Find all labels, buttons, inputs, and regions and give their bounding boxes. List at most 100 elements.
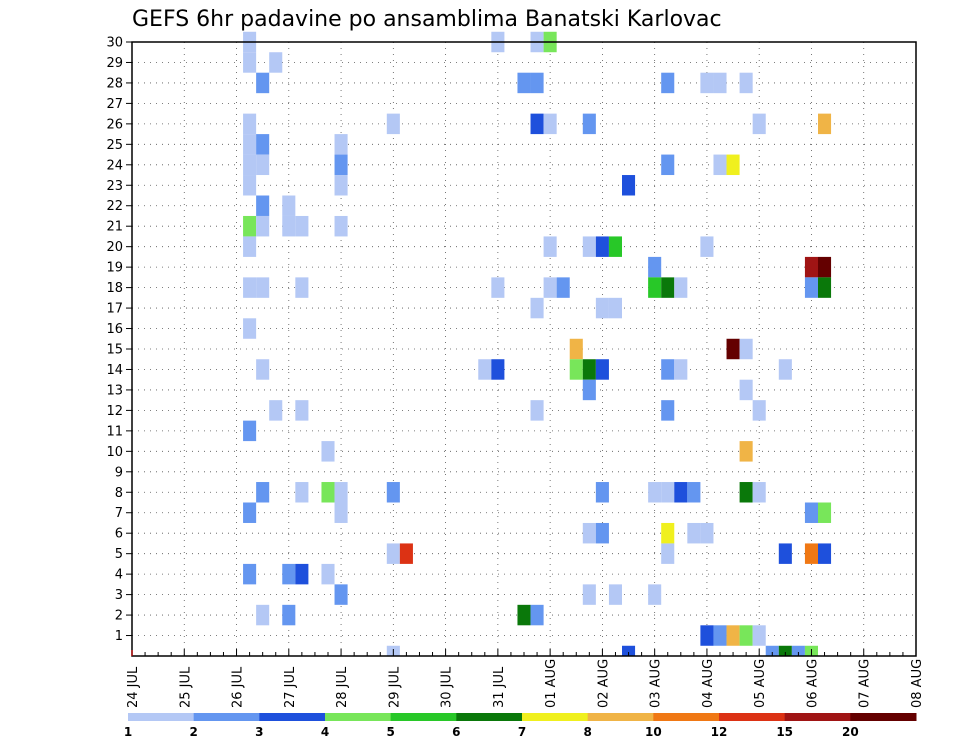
heatmap-cell [556,277,570,298]
heatmap-cell [687,522,701,544]
y-tick-label: 30 [106,36,123,51]
heatmap-cell [752,482,766,503]
y-tick-label: 13 [106,383,123,398]
heatmap-cell [256,359,270,380]
x-tick-label: 02 AUG [596,659,611,708]
heatmap-cell [674,277,688,298]
colorbar-swatch [390,713,457,721]
heatmap-cell [243,236,257,257]
y-tick-label: 17 [106,302,123,317]
heatmap-cell [595,522,609,544]
y-tick-label: 7 [115,506,123,521]
x-tick-label: 07 AUG [858,659,873,708]
heatmap-cell [804,277,818,298]
heatmap-cell [569,359,583,380]
heatmap-cell [791,645,805,656]
heatmap-cell [726,625,740,646]
heatmap-cell [256,277,270,298]
heatmap-cell [517,604,531,626]
heatmap-cell [334,134,348,155]
colorbar-swatch [259,713,326,721]
heatmap-cell [765,645,779,656]
y-tick-label: 5 [115,547,123,562]
heatmap-cell [700,625,714,646]
heatmap-cell [595,297,609,319]
colorbar-swatch [193,713,260,721]
x-tick-label: 27 JUL [283,666,298,708]
y-tick-label: 6 [115,527,123,542]
heatmap-cell [334,154,348,176]
heatmap-cell [648,256,662,278]
heatmap-cell [530,297,544,319]
heatmap-cell [752,625,766,646]
y-tick-label: 18 [106,281,123,296]
heatmap-cell [595,359,609,380]
colorbar-label: 6 [452,725,460,739]
colorbar-swatch [522,713,589,721]
x-tick-label: 03 AUG [649,659,664,708]
heatmap-cell [491,277,505,298]
heatmap-cell [739,338,753,360]
heatmap-cell [582,584,596,605]
y-tick-label: 15 [106,343,123,358]
heatmap-cell [661,277,675,298]
heatmap-cell [661,359,675,380]
heatmap-cell [243,154,257,176]
colorbar-label: 3 [255,725,263,739]
heatmap-cell [295,400,309,421]
colorbar-label: 5 [386,725,394,739]
heatmap-cell [334,175,348,196]
colorbar-label: 15 [776,725,793,739]
heatmap-cell [661,522,675,544]
colorbar-swatch [653,713,720,721]
heatmap-cell [399,543,413,564]
heatmap-cell [713,72,727,94]
heatmap-cell [530,113,544,135]
heatmap-cell [595,236,609,257]
y-tick-label: 27 [106,97,123,112]
chart-title: GEFS 6hr padavine po ansamblima Banatski… [132,7,722,32]
heatmap-cell [608,297,622,319]
heatmap-cell [334,482,348,503]
y-tick-label: 23 [106,179,123,194]
heatmap-cell [818,277,832,298]
colorbar-swatch [456,713,523,721]
heatmap-cell [582,236,596,257]
heatmap-cell [543,277,557,298]
heatmap-cell [543,236,557,257]
y-tick-label: 10 [106,445,123,460]
y-tick-label: 8 [115,486,123,501]
heatmap-cell [282,563,296,585]
y-tick-label: 24 [106,158,123,173]
heatmap-cell [243,318,257,339]
heatmap-cell [282,195,296,216]
y-tick-label: 29 [106,56,123,71]
colorbar-label: 1 [124,725,132,739]
heatmap-cell [386,543,400,564]
heatmap-cell [595,482,609,503]
heatmap-cell [321,482,335,503]
heatmap-cell [295,215,309,237]
heatmap-cell [608,584,622,605]
colorbar-label: 2 [189,725,197,739]
heatmap-cell [256,72,270,94]
colorbar-label: 8 [583,725,591,739]
heatmap-cell [726,338,740,360]
heatmap-cell [700,72,714,94]
y-tick-label: 12 [106,404,123,419]
x-tick-label: 25 JUL [178,666,193,708]
x-tick-label: 31 JUL [492,666,507,708]
x-tick-label: 01 AUG [544,659,559,708]
y-tick-label: 16 [106,322,123,337]
heatmap-cells [243,31,832,656]
y-tick-label: 2 [115,609,123,624]
heatmap-cell [243,134,257,155]
heatmap-cell [517,72,531,94]
heatmap-cell [334,584,348,605]
y-axis: 1234567891011121314151617181920212223242… [106,36,132,644]
heatmap-cell [778,543,792,564]
heatmap-cell [256,604,270,626]
heatmap-cell [256,482,270,503]
y-tick-label: 20 [106,240,123,255]
y-tick-label: 1 [115,629,123,644]
